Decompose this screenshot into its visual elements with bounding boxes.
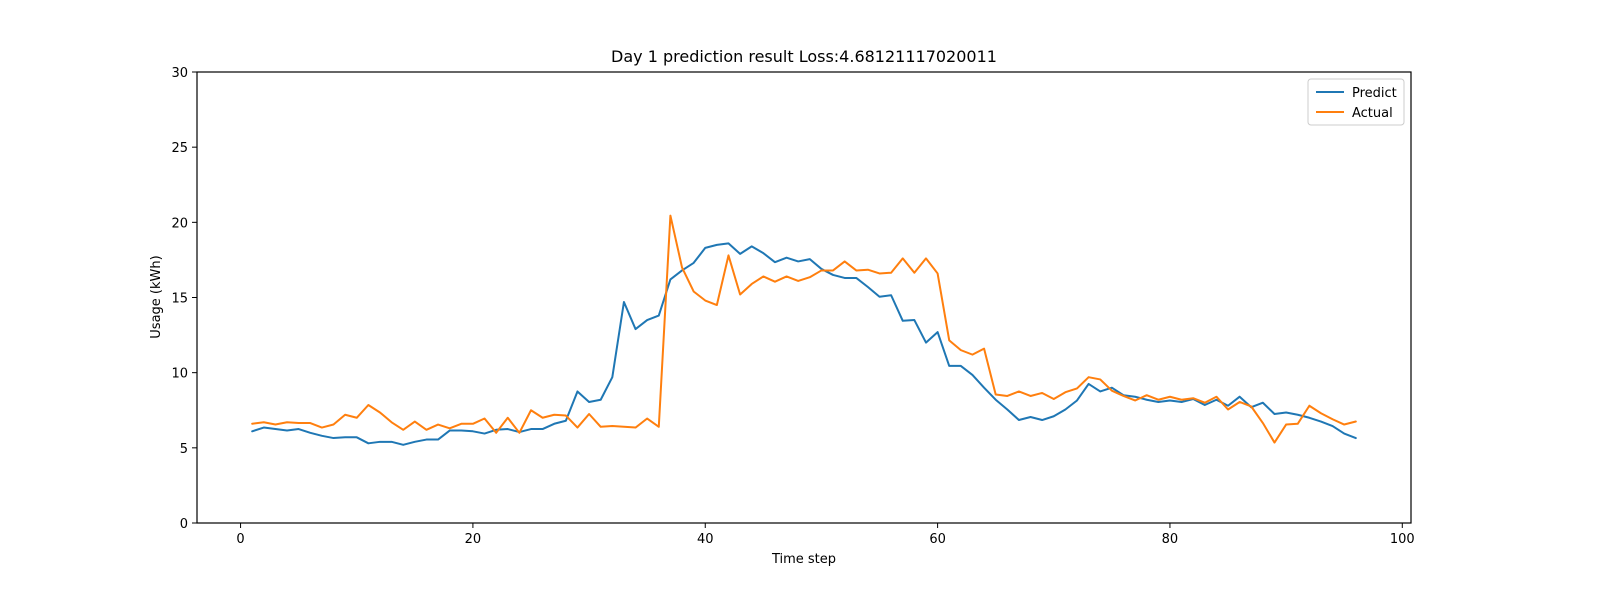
x-tick-label: 80 xyxy=(1162,532,1179,547)
x-tick-label: 20 xyxy=(465,532,482,547)
y-axis-label: Usage (kWh) xyxy=(149,255,164,338)
legend-label-actual: Actual xyxy=(1352,106,1393,121)
x-tick-label: 60 xyxy=(929,532,946,547)
y-tick-label: 30 xyxy=(171,66,188,81)
y-tick-label: 10 xyxy=(171,367,188,382)
y-tick-label: 15 xyxy=(171,292,188,307)
x-tick-label: 40 xyxy=(697,532,714,547)
chart-title: Day 1 prediction result Loss:4.681211170… xyxy=(611,47,997,66)
y-tick-label: 25 xyxy=(171,141,188,156)
series-line-actual xyxy=(251,214,1357,444)
y-tick-label: 5 xyxy=(180,442,188,457)
y-tick-label: 20 xyxy=(171,216,188,231)
x-tick-label: 100 xyxy=(1390,532,1415,547)
legend-box xyxy=(1307,78,1405,126)
legend-label-predict: Predict xyxy=(1352,86,1397,101)
series-line-predict xyxy=(251,242,1357,446)
legend: Predict Actual xyxy=(1307,78,1405,126)
y-tick-label: 0 xyxy=(180,517,188,532)
plot-area: 0 20 40 60 80 100 0 5 10 15 20 25 30 Predict Actual xyxy=(171,66,1414,547)
x-axis-label: Time step xyxy=(771,552,836,567)
x-tick-label: 0 xyxy=(236,532,244,547)
